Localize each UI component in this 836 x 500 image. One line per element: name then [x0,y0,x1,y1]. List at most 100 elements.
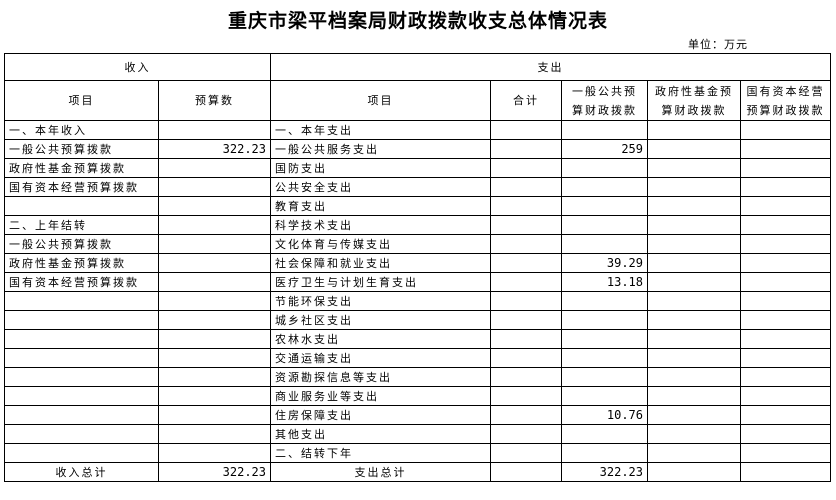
page-title: 重庆市梁平档案局财政拨款收支总体情况表 [227,10,608,32]
total-exp-label: 支出总计 [270,462,491,482]
table-row: 城乡社区支出 [4,310,831,330]
cell-fund [647,158,741,178]
cell-fund [647,386,741,406]
cell-income-item: 国有资本经营预算拨款 [4,177,159,197]
header-row: 项目 预算数 项目 合计 一般公共预算财政拨款 政府性基金预算财政拨款 国有资本… [4,80,831,121]
col-income-budget: 预算数 [158,80,271,121]
cell-total [490,424,562,444]
col-total: 合计 [490,80,562,121]
cell-income-value [158,158,271,178]
cell-state [740,386,831,406]
cell-total [490,272,562,292]
unit-label: 单位：万元 [688,38,748,51]
cell-income-value [158,348,271,368]
table-row: 政府性基金预算拨款 国防支出 [4,158,831,178]
cell-income-item: 一般公共预算拨款 [4,234,159,254]
cell-fund [647,253,741,273]
income-header: 收入 [4,53,271,81]
cell-total [490,291,562,311]
cell-total [490,386,562,406]
cell-income-item: 二、上年结转 [4,215,159,235]
cell-state [740,348,831,368]
cell-total [490,405,562,425]
cell-total [490,120,562,140]
cell-state [740,443,831,463]
total-income-label: 收入总计 [4,462,159,482]
cell-income-item [4,291,159,311]
cell-income-value [158,120,271,140]
total-income-value: 322.23 [158,462,271,482]
cell-exp-item: 住房保障支出 [270,405,491,425]
cell-general [561,310,648,330]
cell-state [740,405,831,425]
cell-exp-item: 商业服务业等支出 [270,386,491,406]
cell-income-value [158,443,271,463]
cell-income-value: 322.23 [158,139,271,159]
cell-fund [647,272,741,292]
cell-total [490,139,562,159]
cell-total [490,443,562,463]
table-row: 二、结转下年 [4,443,831,463]
cell-total [490,348,562,368]
cell-exp-item: 二、结转下年 [270,443,491,463]
cell-state [740,310,831,330]
cell-income-item [4,329,159,349]
cell-general [561,291,648,311]
cell-general [561,234,648,254]
cell-exp-item: 其他支出 [270,424,491,444]
table-row: 资源勘探信息等支出 [4,367,831,387]
cell-fund [647,310,741,330]
cell-exp-item: 一般公共服务支出 [270,139,491,159]
cell-general [561,424,648,444]
budget-table: 收入 支出 项目 预算数 项目 合计 一般公共预算财政拨款 政府性基金预算财政拨… [4,53,831,482]
cell-income-item: 一、本年收入 [4,120,159,140]
cell-general [561,386,648,406]
cell-income-item [4,196,159,216]
cell-general: 259 [561,139,648,159]
cell-total [490,177,562,197]
table-row: 国有资本经营预算拨款 医疗卫生与计划生育支出 13.18 [4,272,831,292]
cell-general: 10.76 [561,405,648,425]
cell-income-value [158,234,271,254]
cell-state [740,196,831,216]
table-row: 其他支出 [4,424,831,444]
cell-general [561,348,648,368]
header-row-top: 收入 支出 [4,53,831,81]
cell-income-item [4,386,159,406]
cell-fund [647,177,741,197]
cell-total [490,234,562,254]
cell-income-item [4,348,159,368]
col-income-item: 项目 [4,80,159,121]
cell-exp-item: 交通运输支出 [270,348,491,368]
col-expense-item: 项目 [270,80,491,121]
total-fund [647,462,741,482]
cell-fund [647,329,741,349]
cell-state [740,291,831,311]
table-row: 政府性基金预算拨款 社会保障和就业支出 39.29 [4,253,831,273]
cell-exp-item: 一、本年支出 [270,120,491,140]
cell-fund [647,120,741,140]
table-row: 一般公共预算拨款 322.23 一般公共服务支出 259 [4,139,831,159]
cell-exp-item: 文化体育与传媒支出 [270,234,491,254]
cell-income-item: 政府性基金预算拨款 [4,253,159,273]
cell-fund [647,424,741,444]
table-row: 国有资本经营预算拨款 公共安全支出 [4,177,831,197]
cell-exp-item: 科学技术支出 [270,215,491,235]
cell-income-value [158,386,271,406]
cell-general [561,443,648,463]
cell-income-item [4,310,159,330]
table-row: 一般公共预算拨款 文化体育与传媒支出 [4,234,831,254]
cell-general [561,158,648,178]
table-row: 商业服务业等支出 [4,386,831,406]
cell-income-value [158,215,271,235]
cell-general [561,196,648,216]
cell-general [561,367,648,387]
cell-total [490,367,562,387]
cell-fund [647,215,741,235]
cell-general [561,215,648,235]
expense-header: 支出 [270,53,831,81]
cell-exp-item: 节能环保支出 [270,291,491,311]
cell-exp-item: 医疗卫生与计划生育支出 [270,272,491,292]
cell-fund [647,443,741,463]
cell-state [740,424,831,444]
